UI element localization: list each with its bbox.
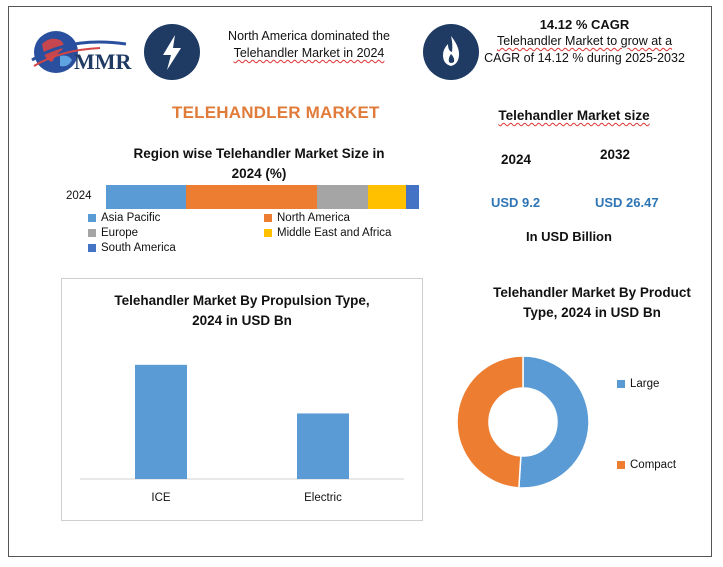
size-year-2024: 2024 [501, 152, 532, 167]
stat2-line1: Telehandler Market to grow at a [496, 34, 673, 48]
region-bar-segment-south-america [406, 185, 419, 209]
region-bar-segment-europe [316, 185, 368, 209]
flame-icon [423, 24, 479, 80]
legend-europe: Europe [88, 227, 138, 239]
donut-slice-compact [456, 355, 524, 489]
stat2-line2: CAGR of 14.12 % during 2025-2032 [484, 51, 685, 65]
legend-compact: Compact [617, 459, 676, 471]
mmr-logo: MMR [30, 26, 142, 78]
size-unit: In USD Billion [526, 229, 612, 244]
region-bar-segment-asia-pacific [106, 185, 186, 209]
region-category-label: 2024 [66, 190, 92, 202]
legend-north-america: North America [264, 212, 350, 224]
propulsion-bar-electric [297, 413, 349, 479]
region-chart-title: Region wise Telehandler Market Size in 2… [133, 146, 385, 181]
legend-large: Large [617, 378, 659, 390]
globe-icon [31, 31, 127, 73]
stat1-text: North America dominated the Telehandler … [214, 28, 404, 62]
propulsion-chart: Telehandler Market By Propulsion Type, 2… [61, 278, 423, 521]
propulsion-chart-title: Telehandler Market By Propulsion Type, 2… [114, 293, 370, 328]
size-value-2024: USD 9.2 [491, 195, 541, 210]
propulsion-plot: ICE Electric [80, 364, 404, 504]
product-donut [456, 355, 590, 489]
stat1-line2: Telehandler Market in 2024 [233, 46, 385, 60]
size-year-2032: 2032 [600, 147, 631, 162]
propulsion-tick-electric: Electric [304, 492, 342, 504]
propulsion-bar-ice [135, 364, 187, 479]
infographic-frame [8, 6, 712, 557]
logo-text: MMR [74, 49, 132, 74]
region-bar-segment-north-america [185, 185, 317, 209]
legend-middle-east-africa: Middle East and Africa [264, 227, 391, 239]
region-stacked-bar [106, 185, 419, 209]
legend-south-america: South America [88, 242, 176, 254]
stat1-line1: North America dominated the [228, 29, 390, 43]
main-title: TELEHANDLER MARKET [172, 103, 380, 122]
donut-slice-large [518, 355, 590, 489]
legend-asia-pacific: Asia Pacific [88, 212, 160, 224]
cagr-title: 14.12 % CAGR [539, 17, 630, 32]
propulsion-tick-ice: ICE [151, 492, 171, 504]
lightning-icon [144, 24, 200, 80]
size-value-2032: USD 26.47 [595, 195, 659, 210]
product-chart-title: Telehandler Market By Product Type, 2024… [493, 285, 691, 320]
market-size-title: Telehandler Market size [498, 108, 650, 123]
stat2-text: 14.12 % CAGR Telehandler Market to grow … [482, 16, 687, 67]
region-bar-segment-middle-east-and-africa [367, 185, 407, 209]
